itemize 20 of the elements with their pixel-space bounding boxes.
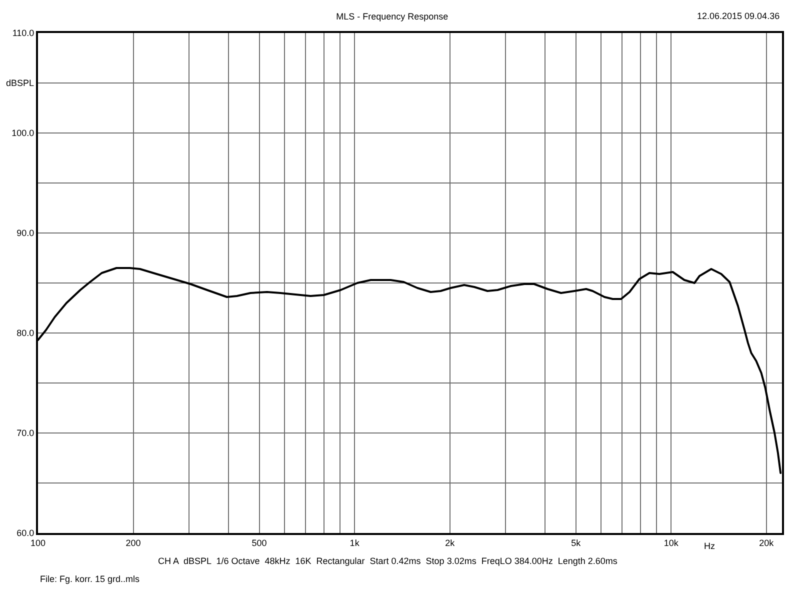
x-tick-label: 5k xyxy=(571,538,582,548)
text: CH A dBSPL 1/6 Octave 48kHz 16K Rectangular Start 0.42ms Stop 3.02ms FreqLO 384.00Hz Length 2.60ms xyxy=(158,556,618,566)
y-tick-label: 70.0 xyxy=(16,428,34,438)
y-axis-title: dBSPL xyxy=(6,78,34,88)
x-tick-label: 2k xyxy=(445,538,456,548)
y-tick-label: 80.0 xyxy=(16,328,34,338)
x-tick-label: 100 xyxy=(30,538,46,548)
text: 12.06.2015 09.04.36 xyxy=(697,11,780,21)
text: File: Fg. korr. 15 grd..mls xyxy=(40,574,140,584)
x-tick-label: 1k xyxy=(350,538,360,548)
y-tick-label: 60.0 xyxy=(16,528,34,538)
x-tick-label: 10k xyxy=(664,538,679,548)
y-tick-label: 110.0 xyxy=(12,28,34,38)
y-tick-label: 100.0 xyxy=(12,128,34,138)
x-axis-title: Hz xyxy=(704,541,716,551)
x-tick-label: 20k xyxy=(759,538,774,548)
x-tick-label: 200 xyxy=(126,538,141,548)
y-tick-label: 90.0 xyxy=(16,228,34,238)
chart-title: MLS - Frequency Response xyxy=(336,11,448,22)
x-tick-label: 500 xyxy=(252,538,267,548)
